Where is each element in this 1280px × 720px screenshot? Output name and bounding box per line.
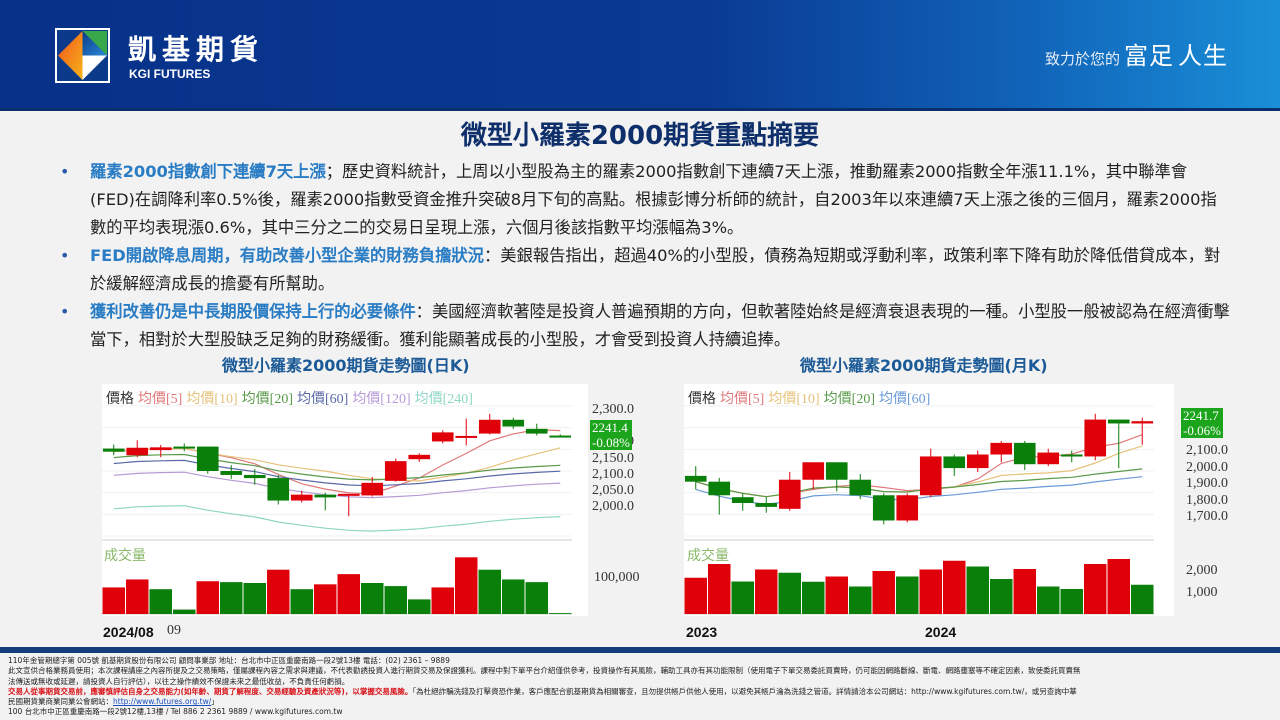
bullet-item: • 羅素2000指數創下連續7天上漲；歷史資料統計，上周以小型股為主的羅素200… [60, 158, 1230, 242]
y-tick: 1,700.0 [1186, 509, 1228, 525]
last-price: 2241.7 [1183, 408, 1219, 423]
bullet-item: • FED開啟降息周期，有助改善小型企業的財務負擔狀況：美銀報告指出，超過40%… [60, 242, 1230, 298]
legend-ma20: 均價[20] [823, 392, 875, 407]
volume-tick: 2,000 [1186, 563, 1218, 578]
monthly-last-price-badge: 2241.7 -0.06% [1181, 408, 1223, 438]
legend-ma10: 均價[10] [768, 392, 820, 407]
legend-ma120: 均價[120] [352, 392, 411, 407]
legend-price: 價格 [688, 392, 716, 407]
header-divider [0, 108, 1280, 111]
y-tick: 2,050.0 [592, 483, 634, 499]
monthly-kline-chart: 價格 均價[5] 均價[10] 均價[20] 均價[60] [684, 384, 1174, 616]
footer-association-line: 民國期貨業商業同業公會網站：http://www.futures.org.tw/… [8, 697, 1276, 707]
slogan-prefix: 致力於您的 [1045, 50, 1121, 68]
brand-name-cn: 凱基期貨 [128, 33, 265, 66]
y-tick: 2,100.0 [1186, 443, 1228, 458]
footer-disclaimer-line: 法傳送或無收或延遲，請投資人自行評估），以往之操作績效不保證未來之最低收益，不負… [8, 676, 350, 686]
y-tick: 1,800.0 [1186, 492, 1228, 508]
header-banner: 凱基期貨 KGI FUTURES 致力於您的 富足 人生 [0, 0, 1280, 110]
monthly-legend: 價格 均價[5] 均價[10] 均價[20] 均價[60] [688, 388, 934, 408]
daily-volume-tick: 100,000 [594, 570, 640, 585]
monthly-plot-area [684, 405, 1154, 615]
legend-ma10: 均價[10] [186, 392, 238, 407]
daily-x-label-major: 2024/08 [103, 624, 154, 640]
footer-risk-line: 交易人從事期貨交易前，應審慎評估自身之交易能力(如年齡、期貨了解程度、交易經驗及… [8, 687, 1276, 697]
futures-association-link[interactable]: http://www.futures.org.tw/ [113, 697, 212, 707]
legend-ma60: 均價[60] [296, 392, 349, 407]
bullet-body: 歷史資料統計，上周以小型股為主的羅素2000指數創下連續7天上漲，推動羅素200… [90, 162, 1217, 237]
y-tick: 2,300.0 [592, 402, 634, 417]
monthly-x-label-first: 2023 [686, 624, 718, 640]
legend-price: 價格 [106, 392, 134, 407]
kgi-logo-icon [55, 28, 110, 83]
aml-notice: 「為杜絕詐騙洗錢及打擊資恐作業，客戶應配合凱基期貨為相關審查，且勿提供帳戶供他人… [412, 686, 1077, 696]
monthly-y-axis: 2,100.0 2,000.0 1,900.0 1,800.0 1,700.0 [1186, 443, 1228, 526]
y-tick: 2,000.0 [1186, 459, 1228, 475]
bullet-item: • 獲利改善仍是中長期股價保持上行的必要條件：美國經濟軟著陸是投資人普遍預期的方… [60, 298, 1230, 354]
monthly-chart-title: 微型小羅素2000期貨走勢圖(月K) [800, 356, 1048, 375]
slogan-suffix: 人生 [1178, 42, 1229, 70]
monthly-x-label-second: 2024 [925, 624, 957, 640]
bullet-headline: FED開啟降息周期，有助改善小型企業的財務負擔狀況 [90, 246, 484, 265]
bullet-dot-icon: • [60, 246, 70, 265]
bullet-body: 美銀報告指出，超過40%的小型股，債務為短期或浮動利率，政策利率下降有助於降低借… [90, 246, 1221, 293]
legend-ma60: 均價[60] [878, 392, 931, 407]
bullet-dot-icon: • [60, 162, 70, 181]
daily-volume-label: 成交量 [104, 549, 146, 564]
legal-disclaimer: 110年金管期總字第 005號 凱基期貨股份有限公司 顧問事業部 地址：台北市中… [8, 656, 1276, 718]
daily-chart-title: 微型小羅素2000期貨走勢圖(日K) [222, 356, 470, 375]
bullet-separator: ： [415, 302, 432, 321]
footer-address-line: 100 台北市中正區重慶南路一段2號12樓,13樓 / Tel 886 2 23… [8, 707, 343, 717]
association-label: 民國期貨業商業同業公會網站： [8, 697, 113, 707]
change-pct: -0.06% [1183, 423, 1221, 438]
daily-plot-area [102, 405, 572, 615]
legend-ma20: 均價[20] [241, 392, 293, 407]
bullet-body: 美國經濟軟著陸是投資人普遍預期的方向，但軟著陸始終是經濟衰退表現的一種。小型股一… [90, 302, 1230, 349]
footer-license-line: 110年金管期總字第 005號 凱基期貨股份有限公司 顧問事業部 地址：台北市中… [8, 656, 450, 665]
last-price: 2241.4 [592, 420, 628, 435]
page-title: 微型小羅素2000期貨重點摘要 [460, 121, 820, 151]
y-tick: 2,100.0 [592, 466, 634, 482]
brand-name-en: KGI FUTURES [129, 67, 211, 81]
change-pct: -0.08% [592, 435, 630, 450]
daily-last-price-badge: 2241.4 -0.08% [590, 420, 632, 450]
bullet-headline: 獲利改善仍是中長期股價保持上行的必要條件 [90, 302, 416, 321]
risk-warning: 交易人從事期貨交易前，應審慎評估自身之交易能力(如年齡、期貨了解程度、交易經驗及… [8, 686, 413, 696]
legend-ma5: 均價[5] [138, 392, 183, 407]
volume-tick: 1,000 [1186, 585, 1218, 600]
footer-disclaimer-line: 此文宣供合格業務員使用；本次課程講座之內容所提及之交易策略，僅屬課程內容之需求與… [8, 666, 1081, 676]
y-tick: 1,900.0 [1186, 476, 1228, 492]
daily-x-label-minor: 09 [167, 623, 181, 638]
bullet-dot-icon: • [60, 302, 70, 321]
summary-bullets: • 羅素2000指數創下連續7天上漲；歷史資料統計，上周以小型股為主的羅素200… [60, 158, 1230, 354]
y-tick: 2,150.0 [592, 450, 634, 466]
slogan: 致力於您的 富足 人生 [1045, 36, 1228, 71]
legend-ma240: 均價[240] [414, 392, 473, 407]
bullet-headline: 羅素2000指數創下連續7天上漲 [90, 162, 326, 181]
legend-ma5: 均價[5] [720, 392, 765, 407]
y-tick: 2,000.0 [592, 499, 634, 515]
daily-kline-chart: 價格 均價[5] 均價[10] 均價[20] 均價[60] 均價[120] 均價[240] [102, 384, 588, 616]
slogan-mid: 富足 [1124, 42, 1175, 70]
bullet-separator: ： [483, 246, 501, 265]
monthly-volume-ticks: 2,000 1,000 [1186, 560, 1218, 604]
footer-divider [0, 647, 1280, 653]
daily-legend: 價格 均價[5] 均價[10] 均價[20] 均價[60] 均價[120] 均價[240] [106, 388, 477, 408]
bullet-separator: ； [325, 162, 343, 181]
quote-close: 」 [211, 697, 219, 707]
monthly-volume-label: 成交量 [687, 549, 729, 564]
